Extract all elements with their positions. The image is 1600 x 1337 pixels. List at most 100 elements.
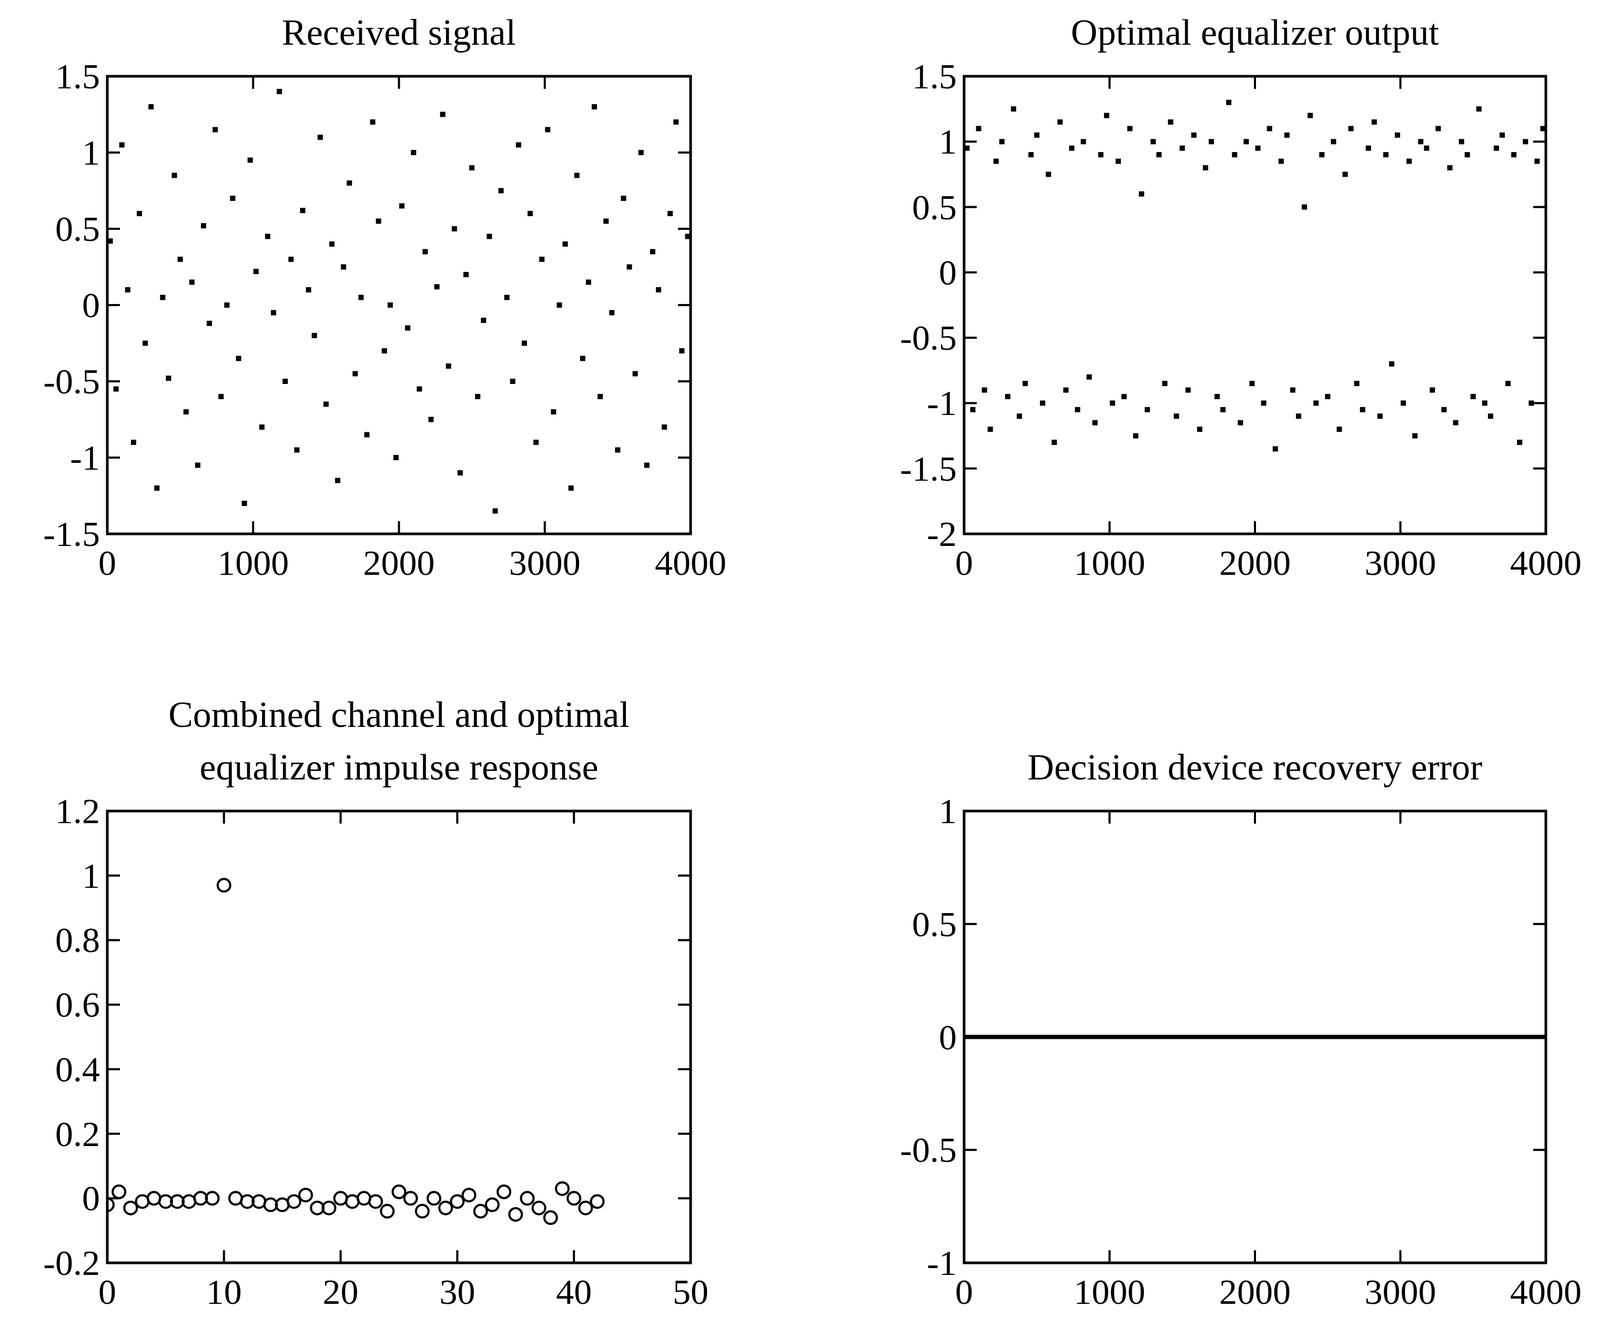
point [679, 348, 685, 354]
point [288, 256, 294, 262]
y-tick [1533, 271, 1546, 274]
point [1063, 387, 1069, 393]
x-tick [1253, 76, 1257, 89]
point [1336, 426, 1342, 432]
title-line: Received signal [281, 12, 516, 53]
point [1516, 439, 1523, 445]
point [1400, 400, 1406, 406]
point [1156, 152, 1162, 158]
point [1092, 420, 1098, 426]
y-tick [677, 1068, 691, 1071]
point [218, 393, 224, 400]
x-tick-label: 2000 [1219, 1271, 1291, 1312]
point [136, 210, 143, 217]
point [195, 462, 201, 469]
point [509, 1208, 522, 1221]
point [1237, 420, 1243, 426]
y-tick-label: 1 [938, 121, 957, 162]
y-tick [677, 1197, 691, 1200]
point [311, 332, 318, 339]
point [1505, 380, 1511, 387]
panel: Decision device recovery error0100020003… [899, 746, 1582, 1312]
point [335, 478, 341, 484]
point [1197, 426, 1203, 432]
point [469, 165, 475, 171]
y-tick-label: -0.5 [899, 317, 957, 358]
point [393, 454, 399, 461]
x-tick [1399, 521, 1402, 534]
y-tick-label: 0.8 [55, 919, 100, 960]
y-tick-label: 1.2 [55, 791, 100, 832]
point [358, 295, 364, 301]
point [544, 127, 551, 133]
x-tick [1399, 76, 1402, 89]
point [1168, 119, 1174, 125]
point [614, 447, 621, 453]
point [1295, 413, 1302, 419]
point [450, 1195, 464, 1208]
point [532, 1201, 546, 1215]
y-tick-label: -1.5 [899, 448, 957, 489]
point [1360, 407, 1366, 413]
point [217, 878, 231, 892]
point [1278, 158, 1284, 165]
point [376, 218, 382, 225]
x-tick [339, 1250, 342, 1263]
point [1371, 119, 1377, 125]
point [1441, 407, 1447, 413]
point [463, 271, 469, 278]
point [404, 325, 411, 331]
x-tick-label: 10 [206, 1271, 242, 1312]
y-tick-label: 1 [82, 855, 100, 896]
point [119, 142, 125, 148]
y-tick [964, 206, 977, 209]
point [480, 317, 486, 323]
title: Combined channel and optimalequalizer im… [168, 694, 630, 788]
point [527, 210, 533, 217]
x-tick [251, 76, 255, 89]
point [392, 1185, 406, 1199]
x-tick-label: 0 [98, 542, 117, 583]
y-tick [107, 380, 120, 383]
point [550, 409, 556, 415]
y-tick [107, 874, 120, 877]
point [555, 1182, 569, 1196]
point [1435, 125, 1441, 131]
point [1313, 400, 1319, 406]
x-tick [1108, 811, 1111, 824]
point [620, 195, 626, 201]
point [380, 1204, 394, 1218]
point [323, 401, 329, 408]
point [446, 363, 452, 369]
y-tick-label: 0.5 [55, 208, 100, 249]
point [544, 1211, 558, 1224]
y-tick [1533, 206, 1546, 209]
figure: Received signal01000200030004000-1.5-1-0… [0, 0, 1600, 1337]
x-tick [543, 521, 546, 534]
x-tick [398, 521, 401, 534]
point [1144, 407, 1150, 413]
point [224, 302, 230, 308]
point [609, 310, 615, 316]
point [1127, 125, 1133, 131]
frame [964, 76, 1546, 534]
y-tick-label: -1 [926, 382, 957, 423]
frame [107, 811, 691, 1263]
point [504, 295, 510, 301]
point [404, 1191, 418, 1205]
point [165, 375, 171, 381]
point [591, 104, 597, 110]
point [125, 287, 131, 293]
point [1412, 433, 1418, 439]
point [1330, 138, 1336, 145]
point [1301, 204, 1308, 210]
point [580, 356, 586, 362]
point [1150, 138, 1156, 145]
point [486, 234, 492, 240]
point [1214, 393, 1220, 400]
x-tick-label: 3000 [1364, 1271, 1437, 1312]
y-tick-label: 0.2 [55, 1114, 100, 1154]
point [112, 1185, 126, 1199]
x-tick [223, 811, 226, 824]
point [1191, 132, 1197, 138]
